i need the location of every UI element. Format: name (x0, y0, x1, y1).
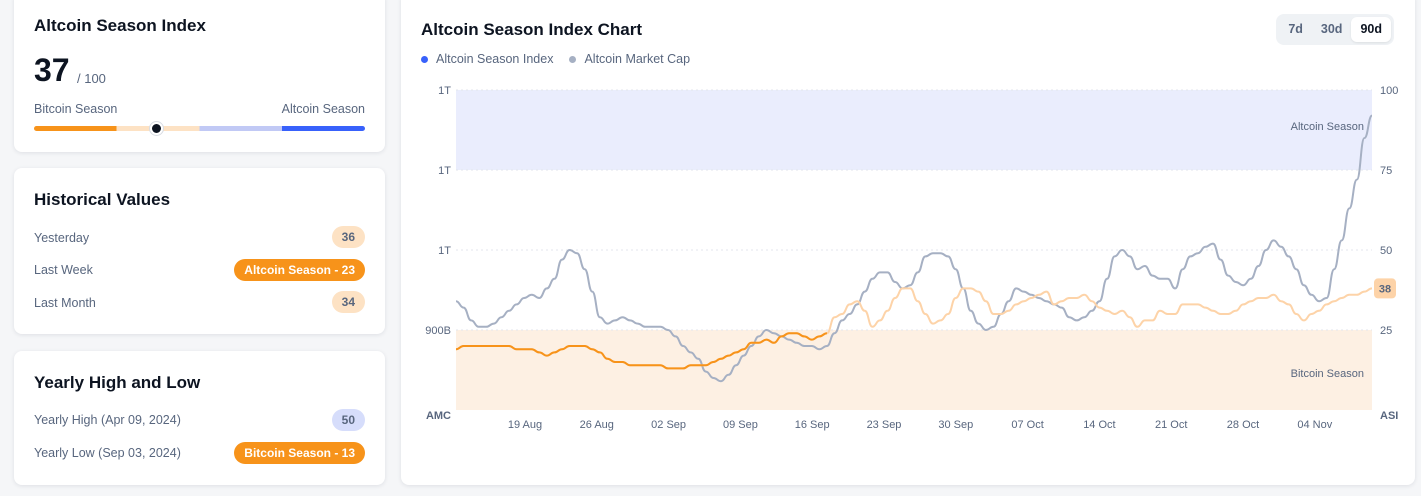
index-max: / 100 (77, 71, 106, 86)
yearly-low-date: (Sep 03, 2024) (98, 446, 181, 460)
right-axis-tick: 50 (1380, 245, 1392, 257)
chart-title: Altcoin Season Index Chart (421, 20, 643, 39)
right-axis-tick: 75 (1380, 165, 1392, 177)
index-value: 37 (34, 52, 70, 88)
x-axis-tick: 14 Oct (1083, 419, 1115, 431)
x-axis-tick: 04 Nov (1297, 419, 1332, 431)
yearly-title: Yearly High and Low (34, 373, 201, 392)
bitcoin-season-label: Bitcoin Season (34, 102, 118, 116)
current-value-label: 38 (1379, 283, 1391, 295)
history-value-last-week: Altcoin Season - 23 (234, 259, 365, 281)
current-value-badge (1374, 278, 1396, 299)
timeframe-tabs: 7d 30d 90d (1276, 14, 1394, 45)
yearly-high-label-text: Yearly High (34, 413, 98, 427)
tab-7d[interactable]: 7d (1288, 22, 1303, 36)
left-axis-title: AMC (426, 410, 451, 422)
historical-values-card: Historical Values Yesterday 36 Last Week… (14, 168, 385, 334)
history-value-last-month: 34 (331, 291, 365, 313)
altcoin-season-zone (456, 90, 1372, 170)
market-cap-line (455, 114, 1373, 383)
x-axis-tick: 09 Sep (723, 419, 758, 431)
yearly-low-label-text: Yearly Low (34, 446, 95, 460)
x-axis-tick: 26 Aug (580, 419, 614, 431)
index-card-title: Altcoin Season Index (34, 16, 206, 35)
left-axis-tick: 900B (425, 325, 451, 337)
season-index-chart-card: Altcoin Season Index Chart Altcoin Seaso… (401, 0, 1415, 485)
history-label-yesterday: Yesterday (34, 231, 90, 245)
gauge-indicator (150, 122, 164, 135)
x-axis-tick: 07 Oct (1011, 419, 1043, 431)
x-axis-tick: 02 Sep (651, 419, 686, 431)
yearly-low-value: Bitcoin Season - 13 (234, 442, 365, 464)
right-axis-tick: 100 (1380, 85, 1398, 97)
left-axis-tick: 1T (438, 165, 451, 177)
altcoin-season-index-card: Altcoin Season Index 37 / 100 Bitcoin Se… (14, 0, 385, 152)
legend-dot-market-cap (569, 55, 577, 63)
right-axis-title: ASI (1380, 410, 1398, 422)
legend-dot-index (421, 55, 428, 63)
yearly-high-label: Yearly High (Apr 09, 2024) (34, 413, 181, 427)
x-axis-tick: 21 Oct (1155, 419, 1187, 431)
legend-item-index[interactable]: Altcoin Season Index (421, 52, 553, 66)
left-axis-tick: 1T (438, 85, 451, 97)
season-index-chart: Altcoin Season Bitcoin Season 100 75 50 25 1T 1… (425, 85, 1398, 431)
bitcoin-zone-label: Bitcoin Season (1291, 368, 1364, 380)
yearly-high-date: (Apr 09, 2024) (100, 413, 181, 427)
chart-legend: Altcoin Season Index Altcoin Market Cap (421, 52, 690, 66)
yearly-low-label: Yearly Low (Sep 03, 2024) (34, 446, 181, 460)
left-axis-tick: 1T (438, 245, 451, 257)
tab-30d[interactable]: 30d (1320, 22, 1343, 36)
yearly-high-value: 50 (331, 409, 365, 431)
altcoin-season-label: Altcoin Season (281, 102, 365, 116)
x-axis-tick: 23 Sep (867, 419, 902, 431)
legend-item-market-cap[interactable]: Altcoin Market Cap (569, 52, 690, 66)
legend-label-index: Altcoin Season Index (436, 52, 554, 66)
legend-label-market-cap: Altcoin Market Cap (584, 52, 691, 66)
season-gauge (34, 122, 365, 135)
right-axis-tick: 25 (1380, 325, 1392, 337)
x-axis-tick: 28 Oct (1227, 419, 1259, 431)
x-axis-tick: 16 Sep (795, 419, 830, 431)
history-label-last-month: Last Month (34, 296, 96, 310)
bitcoin-season-zone (456, 330, 1372, 410)
season-index-btc-segment (455, 332, 828, 370)
altcoin-zone-label: Altcoin Season (1291, 121, 1364, 133)
historical-title: Historical Values (34, 190, 171, 209)
x-axis-tick: 19 Aug (508, 419, 542, 431)
history-value-yesterday: 36 (331, 226, 365, 248)
x-axis-tick: 30 Sep (938, 419, 973, 431)
tab-90d[interactable]: 90d (1351, 17, 1391, 42)
yearly-high-low-card: Yearly High and Low Yearly High (Apr 09,… (14, 351, 385, 485)
history-label-last-week: Last Week (34, 263, 93, 277)
